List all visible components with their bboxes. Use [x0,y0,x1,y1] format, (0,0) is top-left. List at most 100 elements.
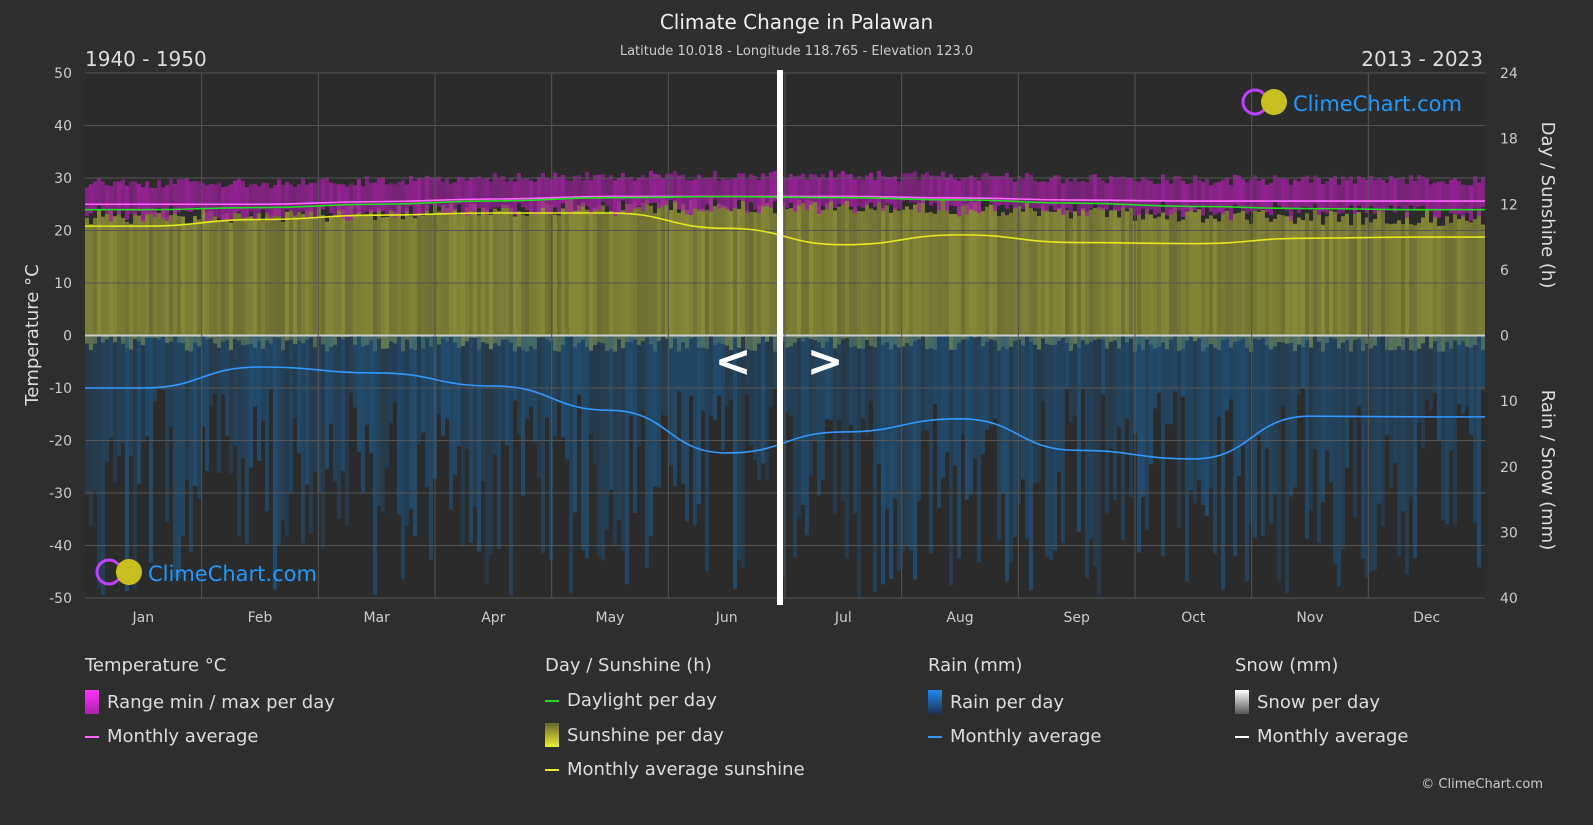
rain-bar [1377,335,1381,504]
temp-range-bar [933,175,937,203]
temp-range-bar [529,180,533,214]
rain-bar [857,335,861,597]
sunshine-bar [437,211,441,345]
rain-bar [1361,335,1365,559]
rain-bar [381,335,385,513]
x-tick-apr: Apr [481,610,505,626]
rain-bar [817,335,821,496]
temp-range-bar [1149,180,1153,210]
sunshine-bar [181,216,185,344]
rain-bar [1337,335,1341,587]
temp-range-bar [629,176,633,212]
temp-range-bar [761,173,765,207]
temp-range-bar [1441,181,1445,211]
rain-bar [825,335,829,420]
temp-range-bar [889,176,893,205]
sunshine-bar [1157,216,1161,347]
period-divider[interactable] [777,70,783,605]
sunshine-bar [129,223,133,350]
temp-range-bar [949,174,953,206]
sunshine-bar [273,208,277,338]
rain-bar [525,335,529,420]
sunshine-bar [545,203,549,340]
sunshine-bar [785,209,789,348]
rain-bar [657,335,661,488]
rain-bar [709,335,713,417]
temp-range-bar [385,184,389,216]
rain-bar [617,335,621,521]
sunshine-bar [873,210,877,348]
rain-bar [1405,335,1409,575]
rain-bar [1349,335,1353,419]
sunshine-bar [901,209,905,347]
temp-range-bar [165,184,169,221]
rain-bar [581,335,585,550]
rain-bar [1257,335,1261,436]
rain-bar [1469,335,1473,436]
temp-range-bar [157,180,161,208]
temp-range-bar [881,175,885,211]
rain-bar [541,335,545,554]
temp-range-bar [1389,175,1393,206]
sunshine-bar [405,207,409,340]
next-arrow[interactable]: > [807,336,844,387]
sunshine-bar [809,200,813,339]
rain-bar [1053,335,1057,551]
sunshine-bar [925,212,929,350]
legend-item: Sunshine per day [567,724,724,746]
temp-range-bar [1061,183,1065,215]
rain-bar [813,335,817,442]
sunshine-bar [1357,212,1361,339]
rain-bar [1289,335,1293,497]
rain-bar [373,335,377,595]
rain-bar [877,335,881,465]
rain-bar [201,335,205,427]
temp-range-bar [509,177,513,212]
sunshine-bar [881,207,885,345]
rain-bar [401,335,405,580]
temp-range-bar [361,186,365,214]
temp-range-bar [305,184,309,218]
sunshine-bar [329,216,333,347]
temp-range-bar [201,183,205,210]
sunshine-bar [1141,219,1145,350]
sunshine-bar [829,199,833,338]
rain-bar [913,335,917,580]
sunshine-bar [249,216,253,345]
rain-bar [205,335,209,472]
sunshine-bar [305,210,309,340]
temp-range-bar [1225,177,1229,209]
temp-range-bar [981,173,985,201]
temp-range-bar [1037,181,1041,209]
temp-range-bar [909,173,913,203]
temp-range-bar [1237,175,1241,208]
temp-range-bar [173,183,177,215]
rain-bar [1293,335,1297,488]
temp-range-bar [1125,177,1129,209]
rain-bar [713,335,717,421]
temp-range-bar [1041,181,1045,211]
logo-bottom[interactable]: ClimeChart.com [95,558,317,586]
logo-top[interactable]: ClimeChart.com [1241,88,1462,116]
sunshine-bar [817,203,821,342]
sunshine-bar [1381,210,1385,337]
prev-arrow[interactable]: < [715,336,752,387]
rain-bar [629,335,633,417]
sunshine-bar [1149,214,1153,345]
rain-bar [885,335,889,509]
temp-range-bar [537,177,541,214]
rain-bar [1005,335,1009,582]
sunshine-bar [637,207,641,346]
temp-range-bar [661,178,665,206]
sunshine-bar [849,209,853,348]
rain-bar [937,335,941,509]
temp-range-bar [1105,183,1109,210]
rain-bar [101,335,105,595]
sunshine-bar [441,205,445,339]
temp-range-bar [925,172,929,199]
sunshine-bar [821,210,825,349]
sunshine-bar [1317,214,1321,342]
rain-bar [133,335,137,589]
rain-bar [697,335,701,505]
rain-bar [1189,335,1193,491]
